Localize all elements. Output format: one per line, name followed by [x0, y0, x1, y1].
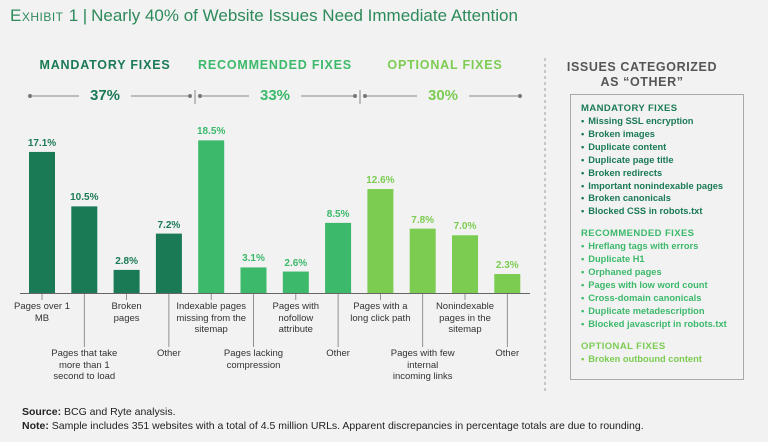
- bar: [409, 228, 436, 293]
- category-label: Indexable pages missing from the sitemap: [176, 301, 247, 335]
- bracket-dot: [518, 94, 522, 98]
- exhibit-title: Exhibit 1 | Nearly 40% of Website Issues N…: [10, 6, 518, 26]
- category-label: Broken pages: [111, 301, 142, 324]
- category-label: Pages with nofollow attribute: [272, 301, 320, 335]
- sidebar-title: ISSUES CATEGORIZED AS “OTHER”: [552, 60, 732, 90]
- category-label: Other: [157, 348, 181, 359]
- other-issues-box: MANDATORY FIXES Missing SSL encryptionBr…: [570, 94, 744, 380]
- source-label: Source:: [22, 406, 62, 418]
- sidebar-mandatory-item: Broken canonicals: [581, 192, 735, 205]
- bar: [71, 206, 98, 293]
- title-text: Nearly 40% of Website Issues Need Immedi…: [91, 6, 518, 25]
- sidebar-mandatory-item: Broken images: [581, 128, 735, 141]
- group-brackets: [28, 90, 522, 104]
- sidebar-mandatory-head: MANDATORY FIXES: [581, 103, 678, 114]
- bars: [29, 140, 521, 293]
- bar-value-label: 17.1%: [27, 137, 57, 149]
- sidebar-mandatory-list: Missing SSL encryptionBroken imagesDupli…: [581, 115, 735, 218]
- bar-value-label: 7.8%: [411, 214, 435, 226]
- sidebar-title-line2: AS “OTHER”: [600, 75, 684, 89]
- bar-value-label: 8.5%: [326, 208, 350, 220]
- bar: [282, 271, 309, 293]
- note-label: Note:: [22, 420, 49, 432]
- sidebar-mandatory-item: Missing SSL encryption: [581, 115, 735, 128]
- bar-value-label: 18.5%: [197, 126, 226, 138]
- bar: [367, 189, 394, 293]
- category-label: Pages with few internal incoming links: [390, 348, 455, 382]
- sidebar-mandatory-item: Duplicate content: [581, 141, 735, 154]
- bracket-dot: [353, 94, 357, 98]
- bar: [494, 274, 521, 293]
- source-line: Source: BCG and Ryte analysis.: [22, 405, 644, 419]
- sidebar-recommended-item: Orphaned pages: [581, 266, 735, 279]
- bar: [29, 151, 55, 293]
- group-share-optional: 30%: [427, 87, 459, 104]
- sidebar-optional-head: OPTIONAL FIXES: [581, 340, 666, 352]
- sidebar-optional-list: Broken outbound content: [581, 353, 735, 366]
- bar-value-label: 2.6%: [284, 257, 308, 269]
- note-line: Note: Sample includes 351 websites with …: [22, 419, 644, 433]
- bracket-dot: [363, 94, 367, 98]
- bar: [240, 267, 267, 293]
- category-label: Pages over 1 MB: [14, 301, 70, 324]
- category-label: Pages with a long click path: [350, 301, 411, 324]
- exhibit-number: Exhibit 1: [10, 6, 79, 25]
- sidebar-recommended-item: Pages with low word count: [581, 279, 735, 292]
- bar-value-label: 2.8%: [115, 255, 138, 267]
- sidebar-recommended-list: Hreflang tags with errorsDuplicate H1Orp…: [581, 240, 735, 330]
- sidebar-recommended-item: Duplicate metadescription: [581, 305, 735, 318]
- category-label: Nonindexable pages in the sitemap: [435, 301, 495, 335]
- bracket-dot: [28, 94, 32, 98]
- group-share-mandatory: 37%: [89, 87, 121, 104]
- sidebar-optional-item: Broken outbound content: [581, 353, 735, 366]
- footer-notes: Source: BCG and Ryte analysis. Note: Sam…: [22, 405, 644, 433]
- category-label: Pages lacking compression: [223, 348, 284, 371]
- bar-value-label: 7.2%: [157, 219, 181, 231]
- group-head-recommended: RECOMMENDED FIXES: [198, 58, 352, 72]
- category-label: Other: [326, 348, 350, 359]
- sidebar-recommended-item: Cross-domain canonicals: [581, 292, 735, 305]
- sidebar-mandatory-item: Important nonindexable pages: [581, 180, 735, 193]
- bracket-dot: [188, 94, 192, 98]
- bar-value-label: 10.5%: [70, 192, 99, 204]
- sidebar-recommended-head: RECOMMENDED FIXES: [581, 228, 695, 240]
- bar-value-label: 3.1%: [242, 253, 265, 265]
- group-head-optional: OPTIONAL FIXES: [387, 58, 503, 72]
- sidebar-recommended-item: Duplicate H1: [581, 253, 735, 266]
- sidebar-title-line1: ISSUES CATEGORIZED: [566, 60, 718, 74]
- sidebar-recommended-item: Blocked javascript in robots.txt: [581, 318, 735, 331]
- sidebar-mandatory-item: Broken redirects: [581, 167, 735, 180]
- source-text: BCG and Ryte analysis.: [64, 406, 176, 418]
- category-label: Pages that take more than 1 second to lo…: [51, 348, 118, 382]
- bracket-dot: [198, 94, 202, 98]
- bar: [113, 269, 140, 293]
- sidebar-recommended-item: Hreflang tags with errors: [581, 240, 735, 253]
- category-label: Other: [495, 348, 520, 359]
- bar: [325, 222, 352, 293]
- bar-value-label: 2.3%: [495, 260, 519, 272]
- sidebar-mandatory-item: Blocked CSS in robots.txt: [581, 205, 735, 218]
- bar: [155, 233, 182, 293]
- axis: [20, 293, 530, 347]
- bar-value-label: 7.0%: [453, 221, 477, 233]
- group-head-mandatory: MANDATORY FIXES: [39, 58, 171, 72]
- sidebar-mandatory-item: Duplicate page title: [581, 154, 735, 167]
- title-divider: |: [82, 6, 88, 25]
- note-text: Sample includes 351 websites with a tota…: [51, 420, 644, 432]
- bar: [452, 235, 478, 293]
- bar-value-label: 12.6%: [366, 175, 395, 187]
- bar: [198, 140, 225, 293]
- group-share-recommended: 33%: [259, 87, 291, 104]
